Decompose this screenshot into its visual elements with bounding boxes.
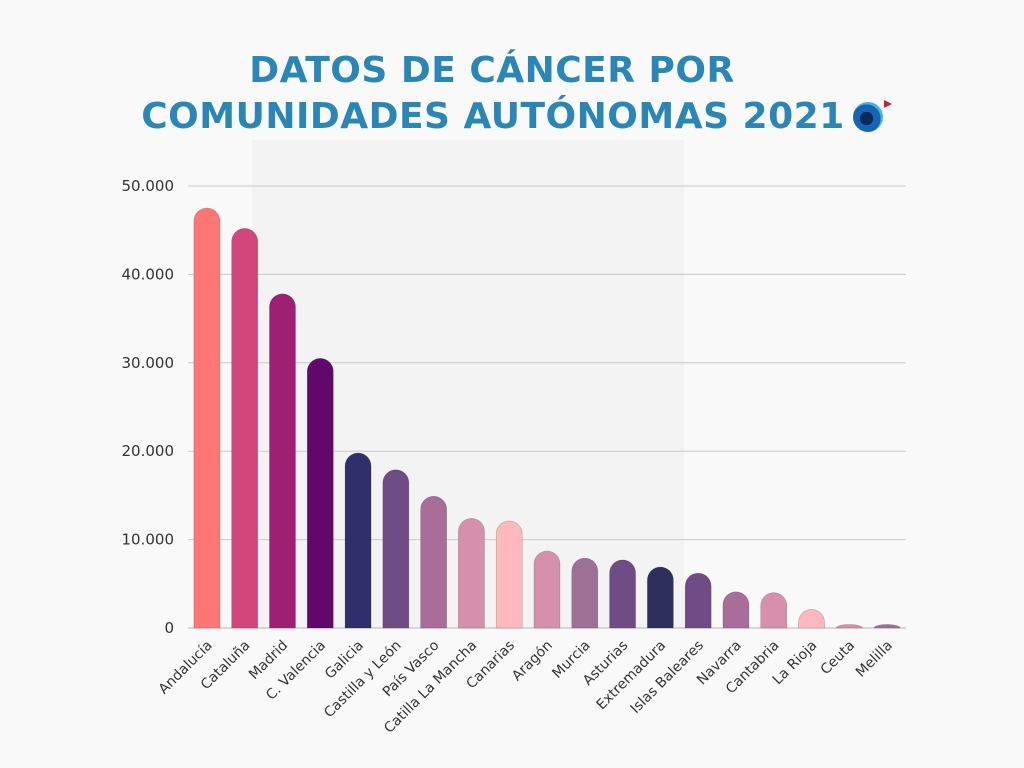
bars xyxy=(193,207,901,629)
bar xyxy=(760,592,788,629)
bar xyxy=(306,358,334,629)
bar xyxy=(193,207,221,629)
bar xyxy=(269,293,296,629)
chart-title: DATOS DE CÁNCER POR COMUNIDADES AUTÓNOMA… xyxy=(0,48,1024,140)
y-tick-label: 50.000 xyxy=(122,177,175,195)
y-tick-label: 10.000 xyxy=(122,531,175,549)
bar xyxy=(684,572,712,629)
y-tick-label: 0 xyxy=(164,619,174,637)
x-tick-label: Melilla xyxy=(853,638,896,681)
y-tick-label: 20.000 xyxy=(122,442,175,460)
bar xyxy=(609,559,636,629)
y-tick-label: 30.000 xyxy=(122,354,175,372)
y-tick-label: 40.000 xyxy=(122,265,175,283)
y-axis-ticks: 0 10.000 20.000 30.000 40.000 50.000 xyxy=(122,177,175,637)
chart-title-line2: COMUNIDADES AUTÓNOMAS 2021 xyxy=(141,96,845,137)
bar xyxy=(420,495,447,629)
bar xyxy=(647,566,674,629)
bar xyxy=(231,228,258,629)
bar xyxy=(873,624,901,629)
bar xyxy=(722,591,750,629)
x-tick-label: Aragón xyxy=(509,638,556,685)
bar xyxy=(571,557,599,629)
bar xyxy=(495,520,523,629)
chart-title-line1: DATOS DE CÁNCER POR xyxy=(249,50,735,91)
bar xyxy=(533,550,561,629)
bar xyxy=(344,452,372,629)
bar xyxy=(798,609,825,629)
x-tick-label: Ceuta xyxy=(818,638,859,679)
brand-logo-icon xyxy=(852,100,892,132)
bar xyxy=(458,518,485,629)
bar xyxy=(836,624,863,629)
bar xyxy=(382,469,410,629)
